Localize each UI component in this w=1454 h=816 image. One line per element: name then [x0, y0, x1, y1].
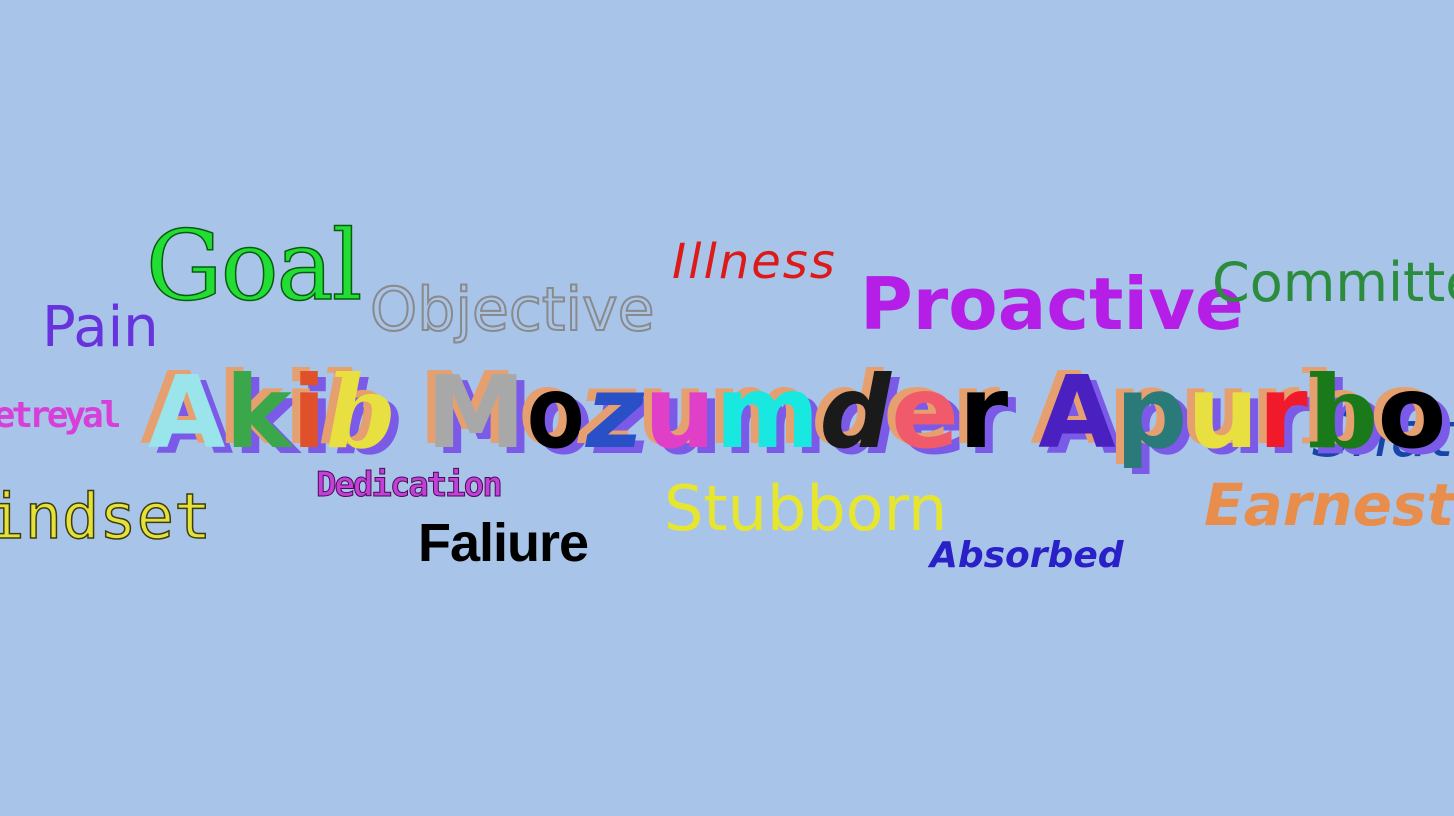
- word-committed: Committed: [1212, 251, 1454, 314]
- word-mindset: Mindset: [0, 480, 212, 553]
- word-objective: Objective: [369, 275, 656, 345]
- name-letter: z: [585, 354, 645, 471]
- word-shattered: Shattered: [1312, 398, 1454, 471]
- name-letter: r: [958, 354, 1009, 471]
- name-letter: u: [1187, 354, 1259, 471]
- word-illness: Illness: [672, 234, 837, 290]
- name-letter: d: [819, 354, 892, 471]
- name-letter: b: [326, 353, 397, 471]
- word-goal: Goal: [145, 210, 363, 322]
- name-banner: Akib Mozumder Apurbo: [148, 362, 1446, 482]
- word-dedication: Dedication: [316, 465, 504, 505]
- name-letter: u: [644, 354, 716, 471]
- name-letter: m: [715, 354, 820, 471]
- word-stubborn: Stubborn: [664, 472, 948, 545]
- name-letter: M: [426, 354, 526, 471]
- name-letter: i: [291, 354, 327, 471]
- word-proactive: Proactive: [860, 262, 1244, 346]
- word-faliure: Faliure: [418, 513, 589, 573]
- name-letter: e: [891, 354, 959, 471]
- name-letter: A: [148, 354, 226, 471]
- name-letter: o: [1377, 354, 1447, 471]
- word-pain: Pain: [42, 295, 159, 360]
- word-absorbed: Absorbed: [930, 535, 1124, 576]
- name-letter: A: [1038, 354, 1116, 471]
- name-letter: b: [1307, 353, 1378, 471]
- word-betreyal: Betreyal: [0, 395, 121, 436]
- name-letter: p: [1115, 354, 1188, 471]
- name-letter: k: [225, 354, 292, 471]
- name-letter: r: [1258, 354, 1308, 471]
- name-letter: o: [525, 354, 586, 471]
- word-earnest: Earnest: [1204, 471, 1454, 539]
